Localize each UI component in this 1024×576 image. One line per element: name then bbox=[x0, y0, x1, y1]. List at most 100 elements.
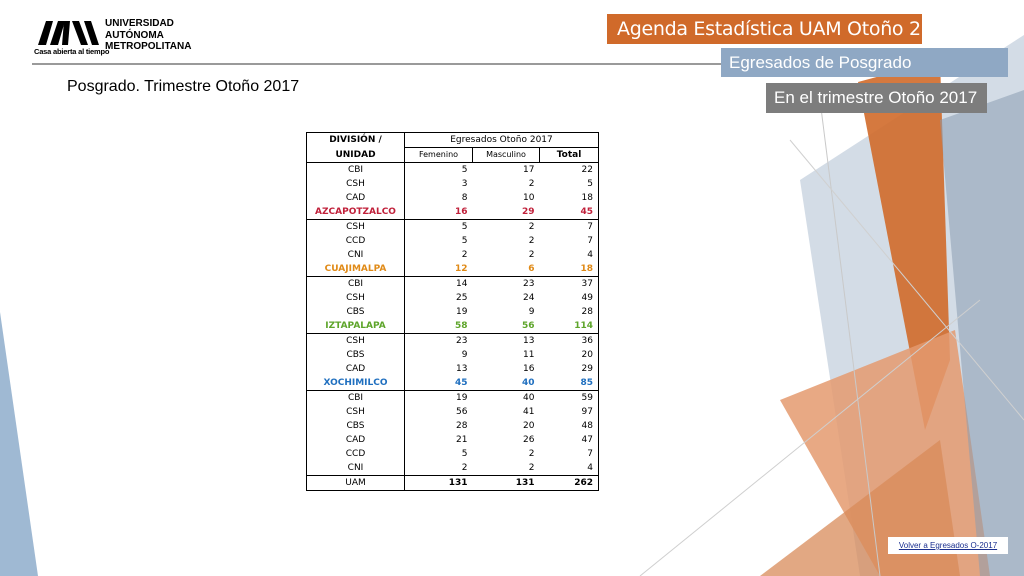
cell-masculino: 2 bbox=[528, 179, 535, 189]
cell-masculino: 20 bbox=[523, 421, 535, 431]
logo-name-line: AUTÓNOMA bbox=[105, 29, 164, 41]
cell-femenino: 19 bbox=[456, 393, 468, 403]
table-row: CBS 9 11 20 bbox=[306, 348, 599, 362]
row-label: CSH bbox=[306, 219, 405, 234]
cell-femenino: 5 bbox=[461, 449, 468, 459]
row-label: CCD bbox=[306, 447, 405, 461]
right-orange-shape-upper bbox=[858, 60, 950, 430]
row-label: CAD bbox=[306, 433, 405, 447]
cell-masculino: 2 bbox=[528, 222, 535, 232]
graduates-table: DIVISIÓN / Egresados Otoño 2017 UNIDAD F… bbox=[306, 132, 599, 491]
table-row: CAD 13 16 29 bbox=[306, 362, 599, 376]
cell-masculino: 16 bbox=[523, 364, 535, 374]
cell-femenino: 5 bbox=[461, 222, 468, 232]
table-row: CSH 3 2 5 bbox=[306, 177, 599, 191]
logo-name: UNIVERSIDAD AUTÓNOMA METROPOLITANA bbox=[105, 18, 191, 53]
cell-masculino: 2 bbox=[528, 463, 535, 473]
cell-femenino: 58 bbox=[404, 319, 473, 334]
cell-total: 48 bbox=[539, 419, 599, 433]
cell-total: 22 bbox=[539, 162, 599, 177]
cell-masculino: 17 bbox=[523, 165, 535, 175]
table-row: CSH 5 2 7 bbox=[306, 219, 599, 234]
header-total: Total bbox=[539, 147, 599, 163]
cell-masculino: 10 bbox=[523, 193, 535, 203]
cell-total: 49 bbox=[539, 291, 599, 305]
cell-femenino: 2 bbox=[461, 250, 468, 260]
cell-total: 262 bbox=[539, 475, 599, 491]
row-label: CUAJIMALPA bbox=[306, 262, 405, 277]
cell-femenino: 3 bbox=[461, 179, 468, 189]
sub-title: En el trimestre Otoño 2017 bbox=[766, 83, 987, 113]
cell-masculino: 2 bbox=[528, 250, 535, 260]
back-link[interactable]: Volver a Egresados O-2017 bbox=[888, 537, 1008, 554]
cell-masculino: 24 bbox=[523, 293, 535, 303]
cell-masculino: 2 bbox=[528, 236, 535, 246]
cell-total: 37 bbox=[539, 276, 599, 291]
uam-logo-icon bbox=[38, 21, 99, 45]
row-label: CBS bbox=[306, 419, 405, 433]
header-division: DIVISIÓN / bbox=[306, 132, 405, 148]
thin-line-1 bbox=[819, 99, 881, 576]
cell-femenino: 131 bbox=[404, 475, 473, 491]
cell-total: 29 bbox=[539, 362, 599, 376]
cell-masculino: 26 bbox=[523, 435, 535, 445]
row-label: IZTAPALAPA bbox=[306, 319, 405, 334]
table-row: CSH 25 24 49 bbox=[306, 291, 599, 305]
row-label: CSH bbox=[306, 291, 405, 305]
header-unidad: UNIDAD bbox=[306, 147, 405, 163]
row-label: CBI bbox=[306, 276, 405, 291]
cell-total: 85 bbox=[539, 376, 599, 391]
row-label: CSH bbox=[306, 333, 405, 348]
cell-masculino: 29 bbox=[472, 205, 540, 220]
row-label: CNI bbox=[306, 461, 405, 476]
logo-name-line: METROPOLITANA bbox=[105, 41, 192, 52]
row-label: CNI bbox=[306, 248, 405, 262]
table-row: CSH 56 41 97 bbox=[306, 405, 599, 419]
page-title: Posgrado. Trimestre Otoño 2017 bbox=[67, 78, 300, 95]
cell-femenino: 2 bbox=[461, 463, 468, 473]
cell-total: 18 bbox=[539, 262, 599, 277]
cell-total: 97 bbox=[539, 405, 599, 419]
table-row: CBI 14 23 37 bbox=[306, 276, 599, 291]
cell-femenino: 23 bbox=[456, 336, 468, 346]
cell-femenino: 21 bbox=[456, 435, 468, 445]
cell-femenino: 56 bbox=[456, 407, 468, 417]
cell-total: 4 bbox=[539, 248, 599, 262]
logo-motto: Casa abierta al tiempo bbox=[34, 47, 110, 56]
table-row: CNI 2 2 4 bbox=[306, 461, 599, 476]
cell-femenino: 25 bbox=[456, 293, 468, 303]
cell-masculino: 40 bbox=[472, 376, 540, 391]
cell-masculino: 6 bbox=[472, 262, 540, 277]
row-label: CAD bbox=[306, 191, 405, 205]
table-row: CSH 23 13 36 bbox=[306, 333, 599, 348]
cell-femenino: 19 bbox=[456, 307, 468, 317]
cell-total: 7 bbox=[539, 219, 599, 234]
cell-masculino: 9 bbox=[528, 307, 535, 317]
table-row: CNI 2 2 4 bbox=[306, 248, 599, 262]
cell-femenino: 13 bbox=[456, 364, 468, 374]
table-row: CBI 19 40 59 bbox=[306, 390, 599, 405]
cell-femenino: 8 bbox=[461, 193, 468, 203]
cell-total: 114 bbox=[539, 319, 599, 334]
header-divider bbox=[32, 63, 722, 65]
table-row: CBS 19 9 28 bbox=[306, 305, 599, 319]
header-masculino: Masculino bbox=[472, 147, 540, 163]
cell-femenino: 9 bbox=[461, 350, 468, 360]
cell-femenino: 16 bbox=[404, 205, 473, 220]
cell-femenino: 45 bbox=[404, 376, 473, 391]
table-row: CBI 5 17 22 bbox=[306, 162, 599, 177]
cell-total: 45 bbox=[539, 205, 599, 220]
cell-femenino: 28 bbox=[456, 421, 468, 431]
uam-logo: Casa abierta al tiempo UNIVERSIDAD AUTÓN… bbox=[34, 18, 194, 58]
row-label: CBI bbox=[306, 162, 405, 177]
cell-masculino: 2 bbox=[528, 449, 535, 459]
table-row: IZTAPALAPA 58 56 114 bbox=[306, 319, 599, 334]
row-label: XOCHIMILCO bbox=[306, 376, 405, 391]
cell-masculino: 23 bbox=[523, 279, 535, 289]
cell-femenino: 12 bbox=[404, 262, 473, 277]
row-label: CAD bbox=[306, 362, 405, 376]
row-label: CCD bbox=[306, 234, 405, 248]
cell-total: 18 bbox=[539, 191, 599, 205]
table-row: CCD 5 2 7 bbox=[306, 447, 599, 461]
